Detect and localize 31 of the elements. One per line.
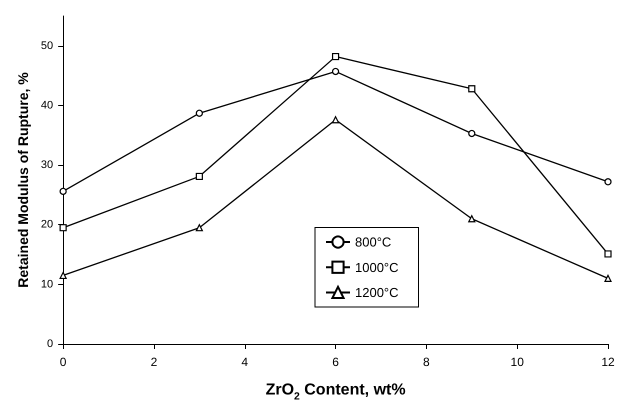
point (60, 188, 67, 195)
point (196, 110, 203, 117)
point (332, 52, 340, 60)
point (196, 224, 203, 232)
x-tick-label: 10 (510, 355, 524, 369)
point (332, 116, 340, 124)
point (468, 215, 476, 222)
x-tick-label: 6 (332, 355, 340, 369)
point (60, 224, 67, 232)
legend-label: 1200°C (355, 284, 399, 300)
point (604, 274, 612, 282)
legend-label: 800°C (355, 234, 392, 250)
point (332, 68, 340, 76)
y-tick-label: 10 (40, 278, 54, 290)
point (196, 172, 203, 180)
y-tick-label: 40 (40, 99, 54, 112)
y-tick-label: 50 (40, 40, 54, 52)
y-tick-label: 0 (47, 338, 54, 350)
x-tick-label: 2 (150, 355, 158, 369)
point (604, 178, 612, 186)
y-tick-label: 20 (40, 218, 54, 231)
y-tick-label: 30 (40, 159, 54, 172)
x-tick-label: 4 (241, 355, 248, 369)
x-tick-label: 12 (601, 355, 615, 369)
y-axis-title: Retained Modulus of Rupture, % (15, 72, 31, 288)
x-tick-label: 0 (60, 355, 67, 369)
point (468, 85, 476, 92)
x-tick-label: 8 (423, 355, 430, 369)
legend-label: 1000°C (355, 260, 399, 275)
point (468, 130, 476, 138)
point (604, 250, 612, 258)
